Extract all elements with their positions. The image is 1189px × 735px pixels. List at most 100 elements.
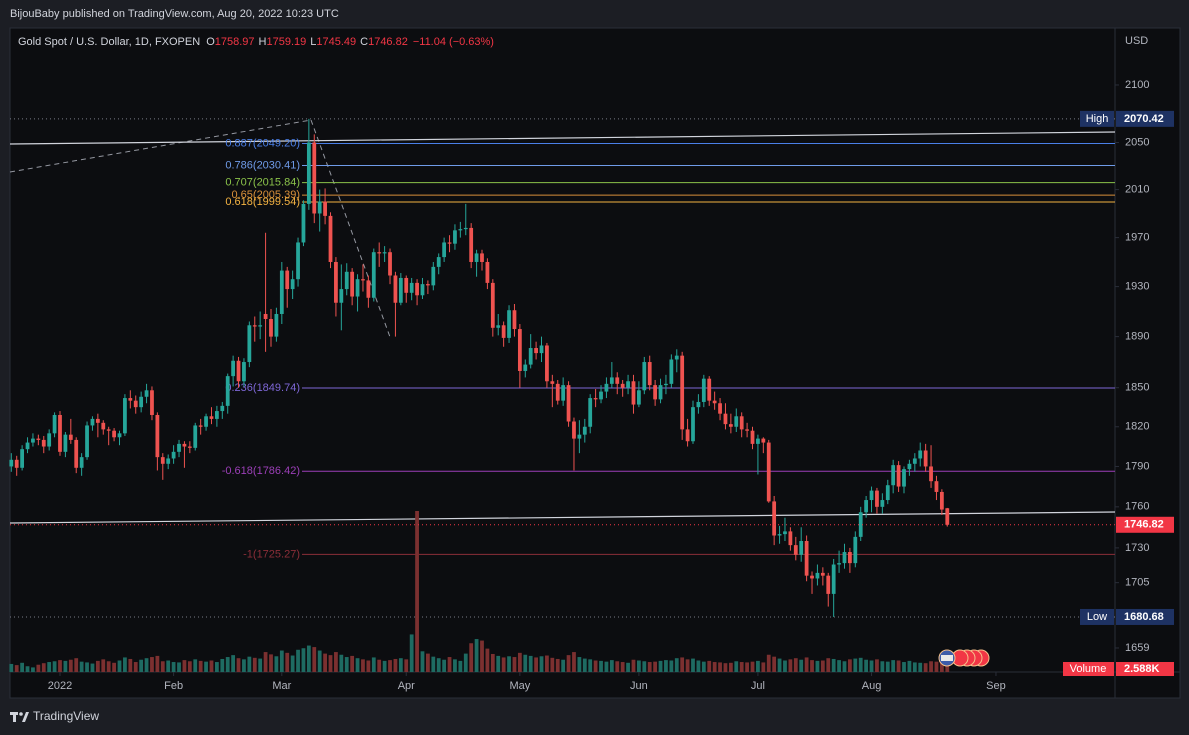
volume-bar bbox=[20, 662, 25, 672]
volume-bar bbox=[739, 662, 744, 672]
candle-body bbox=[945, 508, 950, 525]
volume-bar bbox=[247, 656, 252, 672]
volume-bar bbox=[572, 652, 576, 672]
volume-bar bbox=[501, 657, 506, 672]
candle-body bbox=[323, 201, 327, 216]
candle-body bbox=[393, 275, 398, 303]
candle-body bbox=[669, 359, 674, 384]
candle-body bbox=[561, 385, 566, 401]
candle-body bbox=[425, 284, 430, 286]
volume-bar bbox=[885, 661, 890, 672]
last-price-label: 1746.82 bbox=[1124, 519, 1164, 531]
volume-bar bbox=[139, 659, 144, 672]
brand: TradingView bbox=[33, 709, 99, 723]
candle-body bbox=[290, 279, 295, 290]
volume-bar bbox=[734, 661, 739, 672]
candle-body bbox=[685, 429, 690, 442]
candle-body bbox=[756, 438, 760, 444]
candle-body bbox=[133, 400, 138, 408]
candle-body bbox=[285, 270, 290, 290]
flag bbox=[941, 655, 953, 661]
volume-bar bbox=[712, 662, 717, 672]
candle-body bbox=[485, 261, 490, 283]
volume-bar bbox=[36, 664, 41, 672]
fib-trend-line bbox=[9, 119, 312, 173]
candle-body bbox=[90, 418, 95, 426]
volume-bar bbox=[204, 661, 208, 672]
volume-bar bbox=[875, 659, 879, 672]
candle-body bbox=[523, 364, 528, 371]
candle-body bbox=[420, 284, 425, 296]
y-tick-label: 1790 bbox=[1125, 460, 1149, 472]
candle-body bbox=[507, 310, 511, 338]
x-tick-label: Jul bbox=[751, 680, 765, 692]
candle-body bbox=[604, 383, 609, 392]
volume-bar bbox=[723, 663, 728, 672]
volume-bar bbox=[750, 661, 755, 672]
y-tick-label: 1705 bbox=[1125, 577, 1149, 589]
candle-body bbox=[409, 282, 414, 293]
candle-body bbox=[160, 457, 165, 464]
volume-bar bbox=[420, 651, 425, 672]
ohlc-value: 1758.97 bbox=[215, 36, 255, 48]
publisher: BijouBaby published on TradingView.com, … bbox=[10, 8, 339, 20]
volume-bar bbox=[907, 660, 912, 672]
volume-bar bbox=[496, 655, 501, 672]
volume-bar bbox=[588, 659, 593, 672]
volume-bar bbox=[517, 652, 522, 672]
candle-body bbox=[691, 407, 695, 442]
volume-bar bbox=[599, 660, 603, 672]
logo-part bbox=[22, 712, 29, 722]
candle-body bbox=[269, 318, 273, 337]
volume-bar bbox=[620, 662, 625, 672]
volume-bar bbox=[555, 658, 560, 672]
candle-body bbox=[718, 403, 722, 414]
fib-level-label: 0.65(2005.39) bbox=[232, 189, 301, 201]
candle-body bbox=[296, 242, 300, 280]
volume-bar bbox=[658, 660, 663, 672]
volume-bar bbox=[664, 660, 668, 672]
volume-bar bbox=[539, 656, 544, 672]
candle-body bbox=[117, 433, 122, 438]
candle-body bbox=[52, 414, 57, 434]
volume-bar bbox=[815, 660, 820, 672]
volume-bar bbox=[312, 647, 317, 672]
volume-bar bbox=[160, 661, 165, 672]
candle-body bbox=[150, 390, 154, 415]
candle-body bbox=[41, 439, 46, 447]
candle-body bbox=[696, 401, 701, 408]
high-price-tag bbox=[1116, 110, 1174, 127]
volume-bar bbox=[306, 645, 311, 672]
candle-body bbox=[214, 411, 219, 419]
volume-bar bbox=[934, 661, 939, 672]
ohlc-value: 1745.49 bbox=[316, 36, 356, 48]
candle-body bbox=[128, 398, 133, 401]
candle-body bbox=[728, 424, 733, 427]
volume-bar bbox=[182, 660, 187, 672]
volume-bar bbox=[144, 658, 149, 672]
volume-bar bbox=[469, 643, 474, 672]
fib-level-label: -1(1725.27) bbox=[243, 548, 300, 560]
candle-body bbox=[875, 490, 879, 507]
candle-body bbox=[436, 257, 441, 267]
candle-body bbox=[225, 376, 230, 406]
candle-body bbox=[615, 377, 620, 384]
volume-bar bbox=[545, 655, 549, 672]
volume-bar bbox=[220, 658, 225, 672]
volume-bar bbox=[636, 660, 641, 672]
candle-body bbox=[9, 459, 14, 467]
volume-bar bbox=[155, 655, 160, 672]
candle-body bbox=[252, 325, 257, 327]
candle-body bbox=[25, 442, 30, 450]
candle-body bbox=[745, 429, 749, 431]
volume-bar bbox=[404, 659, 409, 672]
volume-bar bbox=[398, 658, 403, 672]
volume-bar bbox=[323, 653, 327, 672]
chart-panel bbox=[9, 27, 1181, 699]
fib-level-label: 0.618(1999.54) bbox=[225, 196, 300, 208]
logo bbox=[10, 712, 29, 722]
volume-bar bbox=[425, 653, 430, 672]
volume-bar bbox=[777, 658, 782, 672]
plot: 2100 2050 2010 1970 1930 1890 1850 1820 1790 1760… bbox=[9, 79, 1174, 692]
candle-body bbox=[810, 575, 814, 579]
